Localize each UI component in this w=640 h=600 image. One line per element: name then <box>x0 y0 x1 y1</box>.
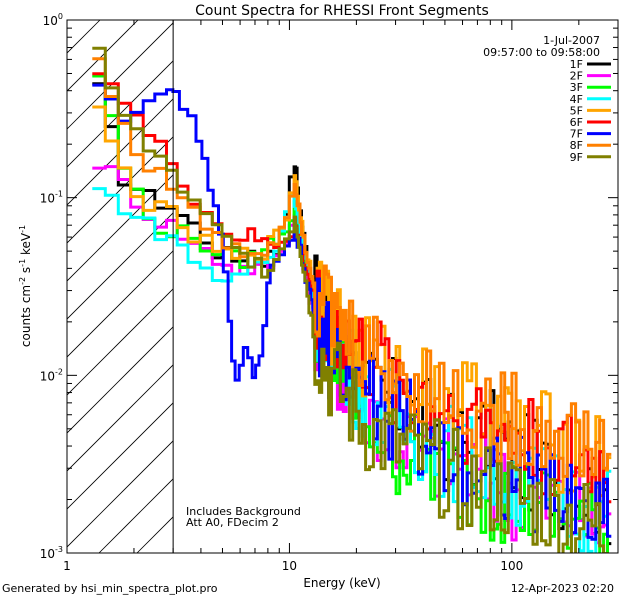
legend-label-1F: 1F <box>570 58 583 71</box>
hatch-line <box>67 98 174 206</box>
excluded-energy-region <box>67 20 640 553</box>
y-tick-label: 100 <box>43 12 63 28</box>
x-axis-label: Energy (keV) <box>303 576 380 590</box>
footer-timestamp: 12-Apr-2023 02:20 <box>510 582 614 595</box>
x-tick-label: 100 <box>500 559 523 573</box>
legend-label-6F: 6F <box>570 116 583 129</box>
y-tick-label: 10-2 <box>40 367 63 383</box>
y-axis-label: counts cm-2 s-1 keV-1 <box>18 225 33 347</box>
hatch-line <box>67 326 174 434</box>
y-label-part-2: -2 <box>18 277 27 285</box>
generated-by-text: Generated by hsi_min_spectra_plot.pro <box>2 582 218 595</box>
series-line-8F <box>92 57 612 478</box>
hatch-line <box>67 402 174 510</box>
chart-title: Count Spectra for RHESSI Front Segments <box>195 3 489 19</box>
hatch-line <box>67 250 174 358</box>
hatch-line <box>631 20 640 553</box>
legend-label-8F: 8F <box>570 139 583 152</box>
annotation-attenuator: Att A0, FDecim 2 <box>186 516 279 529</box>
y-label-part-4: -1 <box>18 259 27 267</box>
hatch-line <box>67 22 174 130</box>
hatch-line <box>67 20 101 54</box>
x-tick-label: 10 <box>282 559 297 573</box>
legend-label-3F: 3F <box>570 81 583 94</box>
y-label-part-6: -1 <box>18 225 27 233</box>
y-tick-label: 10-1 <box>40 190 63 206</box>
legend-label-5F: 5F <box>570 104 583 117</box>
hatch-line <box>67 174 174 282</box>
hatch-line <box>67 212 174 320</box>
hatch-line <box>67 60 174 168</box>
legend-label-2F: 2F <box>570 70 583 83</box>
legend-time-range: 09:57:00 to 09:58:00 <box>483 46 600 59</box>
plot-frame <box>66 19 619 554</box>
hatch-line <box>67 288 174 396</box>
legend-label-7F: 7F <box>570 128 583 141</box>
y-label-part-3: s <box>19 267 33 277</box>
y-label-part-1: counts cm <box>19 285 33 347</box>
y-tick-label: 10-3 <box>40 545 63 561</box>
y-label-part-5: keV <box>19 232 33 259</box>
legend-label-9F: 9F <box>570 151 583 164</box>
legend-date: 1-Jul-2007 <box>543 34 600 47</box>
annotation-background: Includes Background <box>186 505 301 518</box>
x-tick-label: 1 <box>63 559 71 573</box>
legend-label-4F: 4F <box>570 93 583 106</box>
hatch-line <box>67 440 174 548</box>
series-line-9F <box>92 46 609 553</box>
hatch-line <box>67 364 174 472</box>
